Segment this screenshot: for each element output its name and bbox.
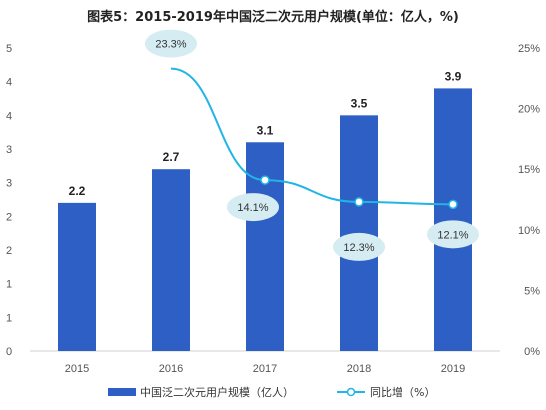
legend-swatch-bars <box>108 388 136 396</box>
growth-data-label: 12.3% <box>343 242 374 254</box>
growth-label-bubble <box>333 232 385 261</box>
y-right-tick-label: 5% <box>524 285 540 297</box>
y-left-tick-label: 0 <box>6 346 12 358</box>
x-tick-label: 2017 <box>253 363 277 375</box>
bar-data-label: 3.1 <box>257 123 274 137</box>
y-left-tick-label: 1 <box>6 312 12 324</box>
bar <box>58 202 96 351</box>
y-left-tick-label: 3 <box>6 178 12 190</box>
growth-data-label: 14.1% <box>237 202 268 214</box>
legend-label-bars: 中国泛二次元用户规模（亿人） <box>140 385 294 399</box>
y-right-tick-label: 25% <box>518 43 540 55</box>
y-left-tick-label: 2 <box>6 211 12 223</box>
y-right-tick-label: 10% <box>518 225 540 237</box>
y-left-tick-label: 4 <box>6 77 12 89</box>
bar <box>246 142 284 351</box>
bar-data-label: 2.2 <box>69 184 86 198</box>
y-right-tick-label: 0% <box>524 346 540 358</box>
growth-data-label: 12.1% <box>437 229 468 241</box>
y-left-tick-label: 4 <box>6 110 12 122</box>
x-tick-label: 2019 <box>441 363 465 375</box>
legend-label-line: 同比增（%） <box>370 385 435 399</box>
bar-data-label: 3.5 <box>351 96 368 110</box>
x-tick-label: 2015 <box>65 363 89 375</box>
growth-line <box>170 67 454 206</box>
bar-data-label: 2.7 <box>163 150 180 164</box>
growth-marker <box>354 197 364 207</box>
growth-marker <box>448 199 458 210</box>
growth-label-bubble <box>427 220 479 249</box>
legend-swatch-marker <box>346 387 356 397</box>
growth-marker <box>260 175 270 185</box>
y-right-tick-label: 20% <box>518 104 540 116</box>
y-left-tick-label: 1 <box>6 279 12 291</box>
y-right-tick-label: 15% <box>518 164 540 176</box>
growth-data-label: 23.3% <box>155 39 186 51</box>
growth-label-bubble <box>145 29 197 58</box>
chart-title: 图表5：2015-2019年中国泛二次元用户规模(单位：亿人，%) <box>87 10 459 25</box>
x-tick-label: 2016 <box>159 363 183 375</box>
y-left-tick-label: 3 <box>6 144 12 156</box>
x-tick-label: 2018 <box>347 363 371 375</box>
y-left-tick-label: 5 <box>6 43 12 55</box>
bar <box>434 88 472 352</box>
bar-data-label: 3.9 <box>445 69 462 83</box>
bar <box>152 169 190 351</box>
growth-label-bubble <box>227 193 279 222</box>
y-left-tick-label: 2 <box>6 245 12 257</box>
